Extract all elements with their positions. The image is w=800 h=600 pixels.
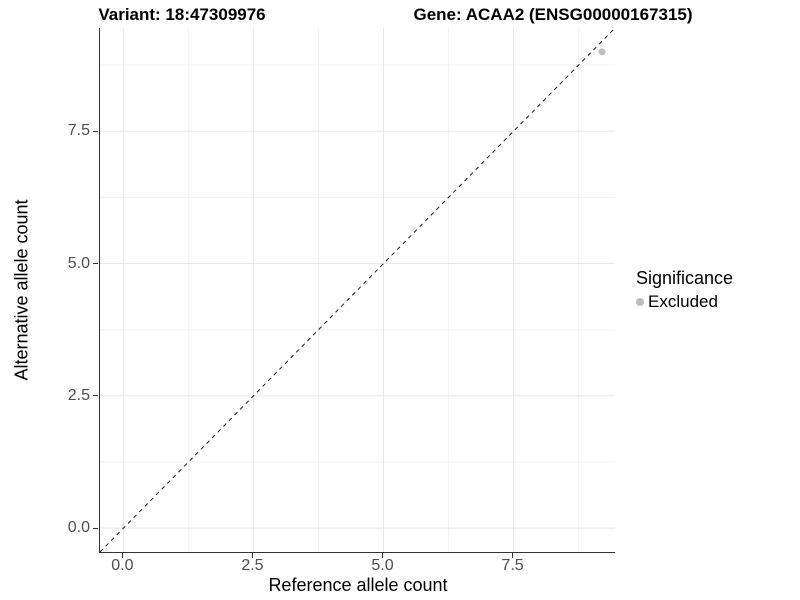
gene-title: Gene: ACAA2 (ENSG00000167315) bbox=[413, 5, 693, 24]
x-tick-mark bbox=[382, 553, 383, 558]
y-tick-label: 7.5 bbox=[67, 122, 90, 140]
legend-key-dot-icon bbox=[636, 298, 644, 306]
variant-title: Variant: 18:47309976 bbox=[98, 5, 266, 24]
x-tick-label: 2.5 bbox=[241, 557, 264, 574]
x-tick-mark bbox=[512, 553, 514, 558]
y-tick-label: 2.5 bbox=[67, 386, 90, 404]
plot-canvas bbox=[100, 28, 615, 552]
y-tick-mark bbox=[93, 130, 98, 132]
y-axis-title: Alternative allele count bbox=[11, 199, 32, 381]
legend-item-excluded: Excluded bbox=[636, 292, 733, 312]
identity-reference-line bbox=[100, 28, 615, 552]
x-tick-label: 0.0 bbox=[111, 557, 134, 574]
x-tick-label: 5.0 bbox=[371, 557, 394, 574]
x-tick-mark bbox=[251, 553, 253, 558]
y-tick-mark bbox=[93, 263, 98, 265]
x-tick-mark bbox=[121, 553, 123, 558]
data-point-excluded bbox=[598, 48, 606, 56]
y-tick-mark bbox=[93, 395, 98, 397]
y-tick-mark bbox=[93, 527, 98, 529]
y-tick-label: 5.0 bbox=[67, 254, 90, 272]
y-tick-label: 0.0 bbox=[67, 519, 90, 537]
legend-item-label: Excluded bbox=[648, 292, 718, 311]
plot-panel bbox=[99, 28, 615, 553]
legend: Significance Excluded bbox=[636, 268, 733, 312]
x-axis-title: Reference allele count bbox=[268, 575, 448, 595]
x-tick-label: 7.5 bbox=[501, 557, 524, 574]
legend-title: Significance bbox=[636, 268, 734, 288]
